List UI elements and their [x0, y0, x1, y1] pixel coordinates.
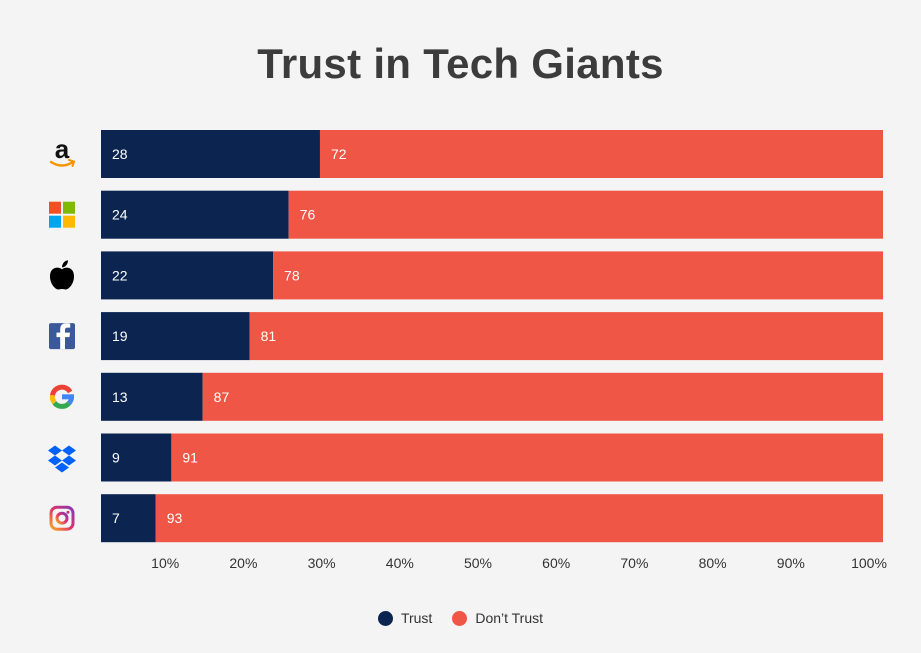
bar-label-google-dont-trust: 87	[214, 389, 230, 405]
bar-amazon-dont-trust	[319, 130, 884, 178]
bar-google-trust	[101, 372, 203, 421]
apple-logo-icon	[50, 260, 74, 290]
bar-microsoft-trust	[101, 190, 289, 239]
bar-apple-dont-trust	[273, 251, 883, 300]
legend-label-trust: Trust	[400, 610, 433, 626]
bar-label-dropbox-trust: 9	[112, 450, 120, 466]
bar-facebook-dont-trust	[249, 312, 883, 361]
legend-swatch-trust	[377, 610, 393, 626]
bar-microsoft-dont-trust	[288, 190, 883, 239]
bar-label-microsoft-trust: 24	[112, 207, 128, 223]
x-tick-label: 60%	[542, 555, 570, 571]
bar-label-microsoft-dont-trust: 76	[300, 207, 316, 223]
x-axis-ticks: 10% 20% 30% 40% 50% 60% 70% 80% 90% 100%	[151, 555, 887, 571]
bar-apple-trust	[101, 251, 274, 300]
x-tick-label: 90%	[777, 555, 805, 571]
bar-google-dont-trust	[202, 372, 883, 421]
x-tick-label: 20%	[229, 555, 257, 571]
x-tick-label: 30%	[308, 555, 336, 571]
svg-text:a: a	[55, 134, 70, 164]
bar-label-instagram-dont-trust: 93	[167, 510, 183, 526]
x-tick-label: 10%	[151, 555, 179, 571]
bar-label-dropbox-dont-trust: 91	[182, 450, 198, 466]
bar-dropbox-trust	[101, 433, 172, 482]
instagram-logo-icon	[49, 505, 75, 531]
bars-layer: 28 72 24 76 22 78 19 81 13 87 9 91 7 93	[101, 130, 884, 543]
bar-instagram-trust	[101, 494, 156, 543]
legend: Trust Don’t Trust	[0, 610, 921, 626]
facebook-logo-icon	[49, 323, 75, 350]
bar-label-apple-trust: 22	[112, 267, 128, 283]
chart-title: Trust in Tech Giants	[257, 40, 664, 87]
legend-item-dont-trust: Don’t Trust	[452, 610, 543, 626]
bar-label-google-trust: 13	[112, 389, 128, 405]
x-tick-label: 80%	[699, 555, 727, 571]
bar-label-facebook-dont-trust: 81	[261, 328, 277, 344]
x-tick-label: 50%	[464, 555, 492, 571]
legend-swatch-dont-trust	[452, 610, 468, 626]
bar-label-facebook-trust: 19	[112, 328, 128, 344]
amazon-logo-icon: a	[49, 134, 76, 167]
bar-label-amazon-dont-trust: 72	[331, 146, 347, 162]
legend-item-trust: Trust	[377, 610, 433, 626]
x-tick-label: 40%	[386, 555, 414, 571]
google-logo-icon	[49, 384, 74, 409]
bar-amazon-trust	[101, 130, 320, 178]
legend-label-dont-trust: Don’t Trust	[475, 610, 544, 626]
x-tick-label: 100%	[851, 555, 887, 571]
bar-instagram-dont-trust	[155, 494, 884, 543]
icons-layer: a	[48, 134, 76, 531]
dropbox-logo-icon	[48, 445, 76, 473]
bar-label-amazon-trust: 28	[112, 146, 128, 162]
microsoft-logo-icon	[49, 201, 75, 228]
bar-label-apple-dont-trust: 78	[284, 267, 300, 283]
bar-dropbox-dont-trust	[171, 433, 883, 482]
bar-facebook-trust	[101, 312, 250, 361]
bar-label-instagram-trust: 7	[112, 510, 120, 526]
x-tick-label: 70%	[620, 555, 648, 571]
